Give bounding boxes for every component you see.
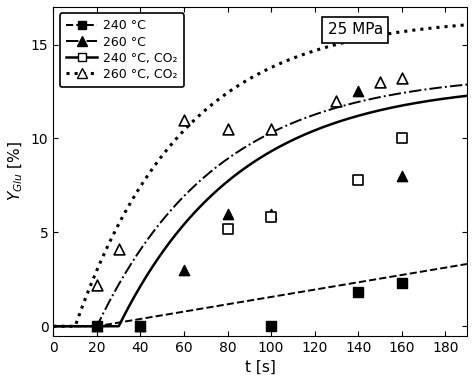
Point xyxy=(355,177,362,183)
Point xyxy=(398,135,406,141)
Point xyxy=(355,88,362,94)
X-axis label: t [s]: t [s] xyxy=(245,360,276,375)
Point xyxy=(398,75,406,81)
Point xyxy=(333,98,340,104)
Point xyxy=(267,214,275,220)
Text: 25 MPa: 25 MPa xyxy=(328,23,383,37)
Point xyxy=(376,79,384,85)
Point xyxy=(224,210,231,217)
Point xyxy=(93,323,100,329)
Point xyxy=(398,280,406,286)
Point xyxy=(267,126,275,132)
Point xyxy=(115,246,122,252)
Point xyxy=(224,225,231,231)
Point xyxy=(355,290,362,296)
Legend: 240 °C, 260 °C, 240 °C, CO₂, 260 °C, CO₂: 240 °C, 260 °C, 240 °C, CO₂, 260 °C, CO₂ xyxy=(60,13,184,87)
Point xyxy=(137,323,144,329)
Point xyxy=(180,117,188,123)
Point xyxy=(224,126,231,132)
Point xyxy=(93,282,100,288)
Point xyxy=(93,323,100,329)
Point xyxy=(137,323,144,329)
Point xyxy=(398,173,406,179)
Point xyxy=(267,323,275,329)
Point xyxy=(180,267,188,273)
Y-axis label: $Y_{Glu}$ [%]: $Y_{Glu}$ [%] xyxy=(7,141,25,201)
Point xyxy=(267,210,275,217)
